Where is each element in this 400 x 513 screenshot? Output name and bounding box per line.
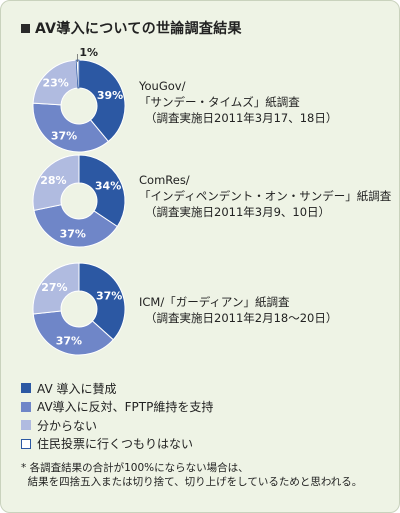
source-2-line1: ComRes/ [139, 173, 190, 187]
donut-2-slice-2 [33, 204, 118, 248]
legend: AV 導入に賛成 AV導入に反対、FPTP維持を支持 分からない 住民投票に行く… [21, 379, 213, 453]
legend-item-favor: AV 導入に賛成 [21, 379, 213, 398]
donut-1-label-1: 39% [97, 89, 123, 102]
source-3-date: （調査実施日2011年2月18〜20日） [145, 311, 338, 325]
donut-2-label-3: 28% [40, 174, 66, 187]
legend-swatch-wont-vote [21, 438, 31, 449]
donut-3-label-1: 37% [96, 290, 122, 303]
donut-3-label-3: 27% [41, 281, 67, 294]
source-1-line1: YouGov/ [139, 79, 186, 93]
donut-2-label-1: 34% [95, 179, 121, 192]
legend-label-oppose: AV導入に反対、FPTP維持を支持 [37, 400, 214, 415]
source-3: ICM/「ガーディアン」紙調査 （調査実施日2011年2月18〜20日） [139, 294, 337, 326]
source-1-line2: 「サンデー・タイムズ」紙調査 [139, 95, 300, 109]
title-bullet-icon [21, 23, 30, 33]
donut-2-slice-3 [32, 154, 80, 212]
source-2-date: （調査実施日2011年3月9、10日） [145, 205, 331, 219]
chart-title: AV導入についての世論調査結果 [35, 21, 242, 37]
donut-1-label-4: 1% [79, 46, 98, 59]
legend-swatch-unknown [21, 420, 31, 431]
donut-1-slice-4 [75, 59, 80, 89]
legend-swatch-favor [21, 383, 31, 394]
chart-title-block: AV導入についての世論調査結果 [21, 18, 242, 38]
source-1-date: （調査実施日2011年3月17、18日） [145, 111, 338, 125]
legend-label-unknown: 分からない [37, 418, 98, 433]
source-2: ComRes/ 「インディペンデント・オン・サンデー」紙調査 （調査実施日201… [139, 172, 391, 220]
donut-2-slice-1 [78, 154, 126, 228]
source-3-line1: ICM/「ガーディアン」紙調査 [139, 295, 290, 309]
donut-3-label-2: 37% [56, 334, 82, 347]
legend-label-favor: AV 導入に賛成 [37, 381, 117, 396]
donut-3-slice-1 [78, 262, 126, 341]
donut-3-slice-3 [32, 262, 80, 315]
legend-label-wont-vote: 住民投票に行くつもりはない [37, 437, 194, 452]
source-2-line2: 「インディペンデント・オン・サンデー」紙調査 [139, 189, 392, 203]
footnote: * 各調査結果の合計が100%にならない場合は、 結果を四捨五入または切り捨て、… [21, 462, 363, 488]
donut-1-slice-2 [32, 102, 110, 153]
legend-item-wont-vote: 住民投票に行くつもりはない [21, 435, 213, 454]
legend-item-unknown: 分からない [21, 416, 213, 435]
legend-item-oppose: AV導入に反対、FPTP維持を支持 [21, 398, 213, 417]
donut-1-label-3: 23% [42, 77, 68, 90]
donut-charts: 39% 37% 23% 1% 34% 37% 28% 37% 37% 27% [32, 46, 126, 356]
donut-2-label-2: 37% [60, 227, 86, 240]
donut-3-slice-2 [32, 310, 114, 356]
donut-1-label-2: 37% [51, 129, 77, 142]
source-1: YouGov/ 「サンデー・タイムズ」紙調査 （調査実施日2011年3月17、1… [139, 78, 337, 126]
legend-swatch-oppose [21, 401, 31, 412]
donut-1-slice-1 [78, 59, 126, 143]
